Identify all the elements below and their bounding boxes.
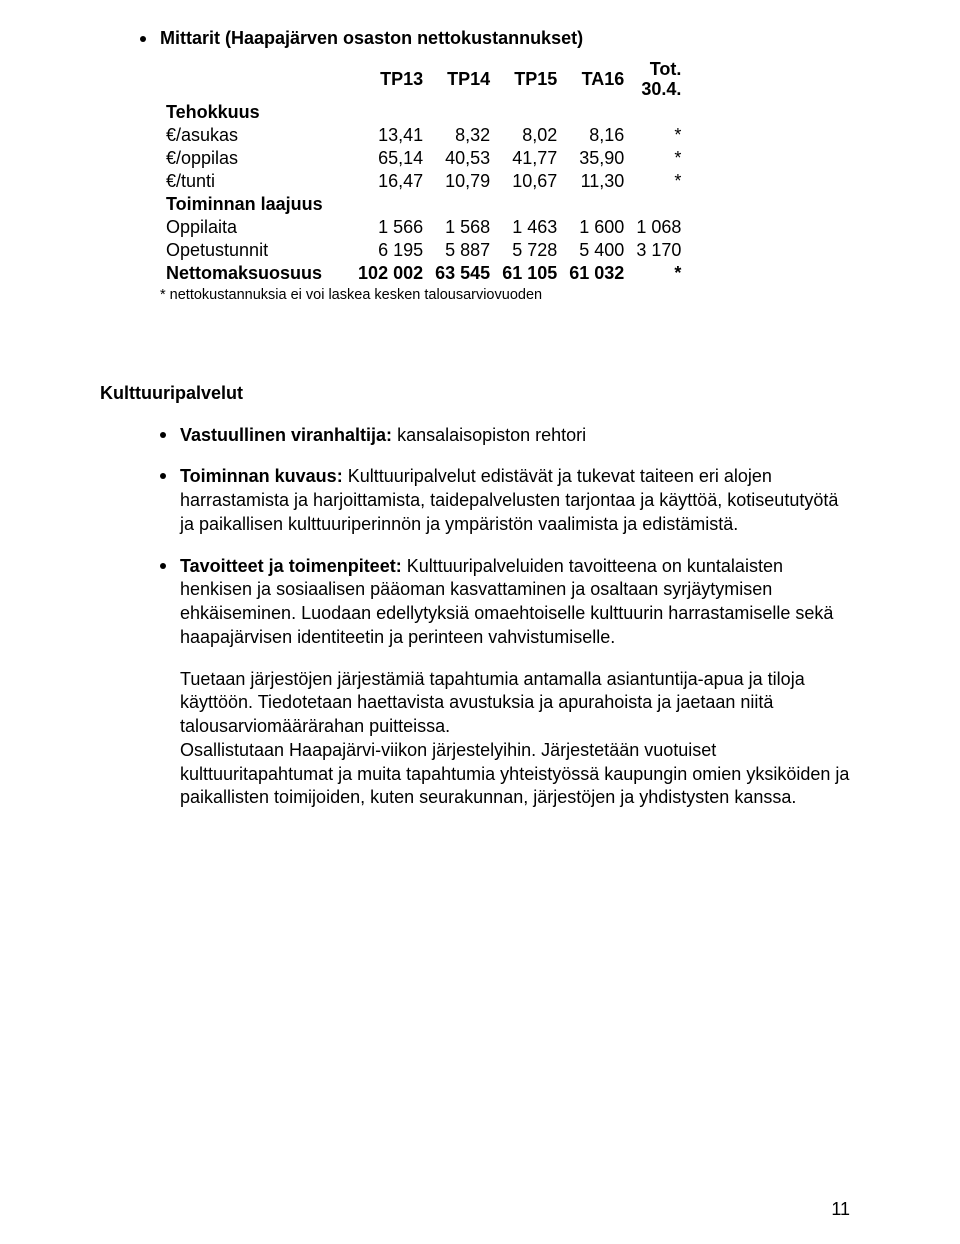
bold-label: Tavoitteet ja toimenpiteet:	[180, 556, 402, 576]
cell: 8,02	[496, 124, 563, 147]
cell: *	[630, 262, 687, 285]
bullet-icon	[160, 563, 166, 569]
cell: 5 887	[429, 239, 496, 262]
cell: 8,16	[563, 124, 630, 147]
cell: 10,79	[429, 170, 496, 193]
table-row: Opetustunnit 6 195 5 887 5 728 5 400 3 1…	[160, 239, 687, 262]
cell: 11,30	[563, 170, 630, 193]
group-label-row: Toiminnan laajuus	[160, 193, 687, 216]
cell: 1 600	[563, 216, 630, 239]
list-item: Toiminnan kuvaus: Kulttuuripalvelut edis…	[160, 465, 850, 536]
title-text: Mittarit (Haapajärven osaston nettokusta…	[160, 28, 583, 49]
table-row: Oppilaita 1 566 1 568 1 463 1 600 1 068	[160, 216, 687, 239]
cell: 3 170	[630, 239, 687, 262]
bold-label: Toiminnan kuvaus:	[180, 466, 343, 486]
cell: 5 400	[563, 239, 630, 262]
col-header: Tot.30.4.	[630, 59, 687, 101]
col-header: TP13	[352, 59, 429, 101]
col-header: TP14	[429, 59, 496, 101]
body-text: kansalaisopiston rehtori	[392, 425, 586, 445]
cell: 61 105	[496, 262, 563, 285]
cell: 40,53	[429, 147, 496, 170]
cell: 10,67	[496, 170, 563, 193]
row-label: Opetustunnit	[160, 239, 352, 262]
cell: 6 195	[352, 239, 429, 262]
cell: 65,14	[352, 147, 429, 170]
table-header-row: TP13 TP14 TP15 TA16 Tot.30.4.	[160, 59, 687, 101]
cell: 41,77	[496, 147, 563, 170]
table-row: €/oppilas 65,14 40,53 41,77 35,90 *	[160, 147, 687, 170]
bulleted-list: Vastuullinen viranhaltija: kansalaisopis…	[160, 424, 850, 650]
cell: 16,47	[352, 170, 429, 193]
cell: 8,32	[429, 124, 496, 147]
paragraph: Tuetaan järjestöjen järjestämiä tapahtum…	[180, 668, 850, 811]
cell: 5 728	[496, 239, 563, 262]
cell: 13,41	[352, 124, 429, 147]
group-label-row: Tehokkuus	[160, 101, 687, 124]
row-label: €/tunti	[160, 170, 352, 193]
net-row: Nettomaksuosuus 102 002 63 545 61 105 61…	[160, 262, 687, 285]
cell: 102 002	[352, 262, 429, 285]
document-page: Mittarit (Haapajärven osaston nettokusta…	[0, 0, 960, 1244]
table-row: €/asukas 13,41 8,32 8,02 8,16 *	[160, 124, 687, 147]
list-item-body: Toiminnan kuvaus: Kulttuuripalvelut edis…	[180, 465, 850, 536]
section-heading: Kulttuuripalvelut	[100, 383, 850, 404]
metrics-table: TP13 TP14 TP15 TA16 Tot.30.4. Tehokkuus …	[160, 59, 687, 285]
group-label: Toiminnan laajuus	[160, 193, 687, 216]
cell: 1 463	[496, 216, 563, 239]
list-item: Tavoitteet ja toimenpiteet: Kulttuuripal…	[160, 555, 850, 650]
row-label: Nettomaksuosuus	[160, 262, 352, 285]
cell: *	[630, 170, 687, 193]
list-item-body: Tavoitteet ja toimenpiteet: Kulttuuripal…	[180, 555, 850, 650]
list-item: Vastuullinen viranhaltija: kansalaisopis…	[160, 424, 850, 448]
col-header: TA16	[563, 59, 630, 101]
bold-label: Vastuullinen viranhaltija:	[180, 425, 392, 445]
cell: 61 032	[563, 262, 630, 285]
row-label: €/oppilas	[160, 147, 352, 170]
list-item-body: Vastuullinen viranhaltija: kansalaisopis…	[180, 424, 586, 448]
bullet-icon	[160, 473, 166, 479]
cell: 1 568	[429, 216, 496, 239]
table-row: €/tunti 16,47 10,79 10,67 11,30 *	[160, 170, 687, 193]
bullet-icon	[160, 432, 166, 438]
page-number: 11	[831, 1199, 850, 1220]
cell: 63 545	[429, 262, 496, 285]
col-header: TP15	[496, 59, 563, 101]
cell: *	[630, 124, 687, 147]
table-footnote: * nettokustannuksia ei voi laskea kesken…	[160, 287, 850, 303]
bullet-icon	[140, 36, 146, 42]
cell: 1 068	[630, 216, 687, 239]
title-bullet-row: Mittarit (Haapajärven osaston nettokusta…	[140, 28, 850, 49]
group-label: Tehokkuus	[160, 101, 687, 124]
row-label: €/asukas	[160, 124, 352, 147]
row-label: Oppilaita	[160, 216, 352, 239]
cell: 1 566	[352, 216, 429, 239]
cell: *	[630, 147, 687, 170]
cell: 35,90	[563, 147, 630, 170]
